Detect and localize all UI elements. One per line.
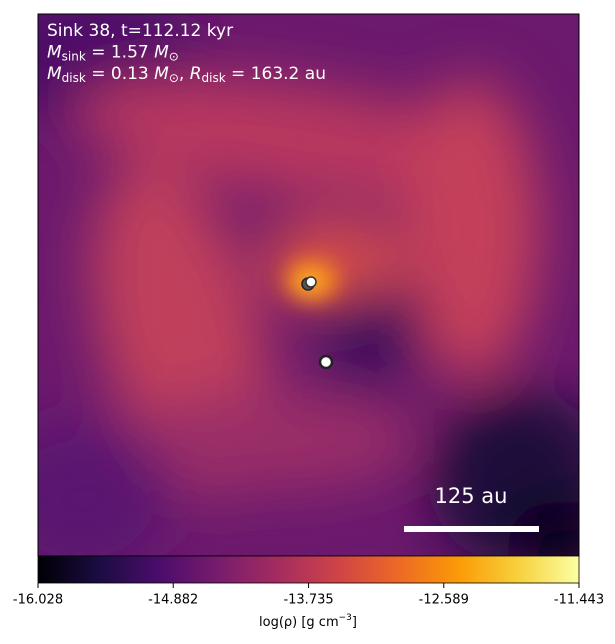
annotation: Msink = 1.57 M⊙ (47, 43, 179, 64)
colorbar-tick-label: -11.443 (554, 593, 604, 608)
annotation-part: = 163.2 au (226, 64, 326, 84)
colorbar-tick-label: -13.735 (283, 593, 333, 608)
annotation-part: disk (202, 71, 226, 85)
annotation-part: ⊙ (169, 49, 179, 63)
annotation-part: = 0.13 (86, 64, 154, 84)
colorbar-label-part: log(ρ) [g cm (259, 615, 339, 630)
annotation-part: M (47, 64, 62, 84)
annotation-part: M (154, 64, 169, 84)
annotation-part: sink (62, 49, 86, 63)
annotation-part: R (190, 64, 202, 84)
annotation-part: , (179, 64, 190, 84)
colorbar-label-part: −3 (339, 613, 352, 623)
annotation-part: = 1.57 (86, 43, 154, 63)
colorbar (37, 555, 580, 584)
annotation-part: ⊙ (169, 71, 179, 85)
colorbar-tick-label: -16.028 (13, 593, 63, 608)
colorbar-tick-label: -12.589 (419, 593, 469, 608)
annotation-part: disk (62, 71, 86, 85)
annotation-part: M (154, 43, 169, 63)
annotation-part: Sink 38, t=112.12 kyr (47, 21, 233, 41)
colorbar-label-part: ] (352, 615, 357, 630)
colorbar-tick-label: -14.882 (148, 593, 198, 608)
density-map (38, 14, 579, 556)
annotation: Sink 38, t=112.12 kyr (47, 21, 233, 41)
scale-bar-label: 125 au (435, 484, 508, 508)
colorbar-label: log(ρ) [g cm−3] (259, 613, 357, 630)
annotation-part: M (47, 43, 62, 63)
annotation: Mdisk = 0.13 M⊙, Rdisk = 163.2 au (47, 64, 326, 85)
